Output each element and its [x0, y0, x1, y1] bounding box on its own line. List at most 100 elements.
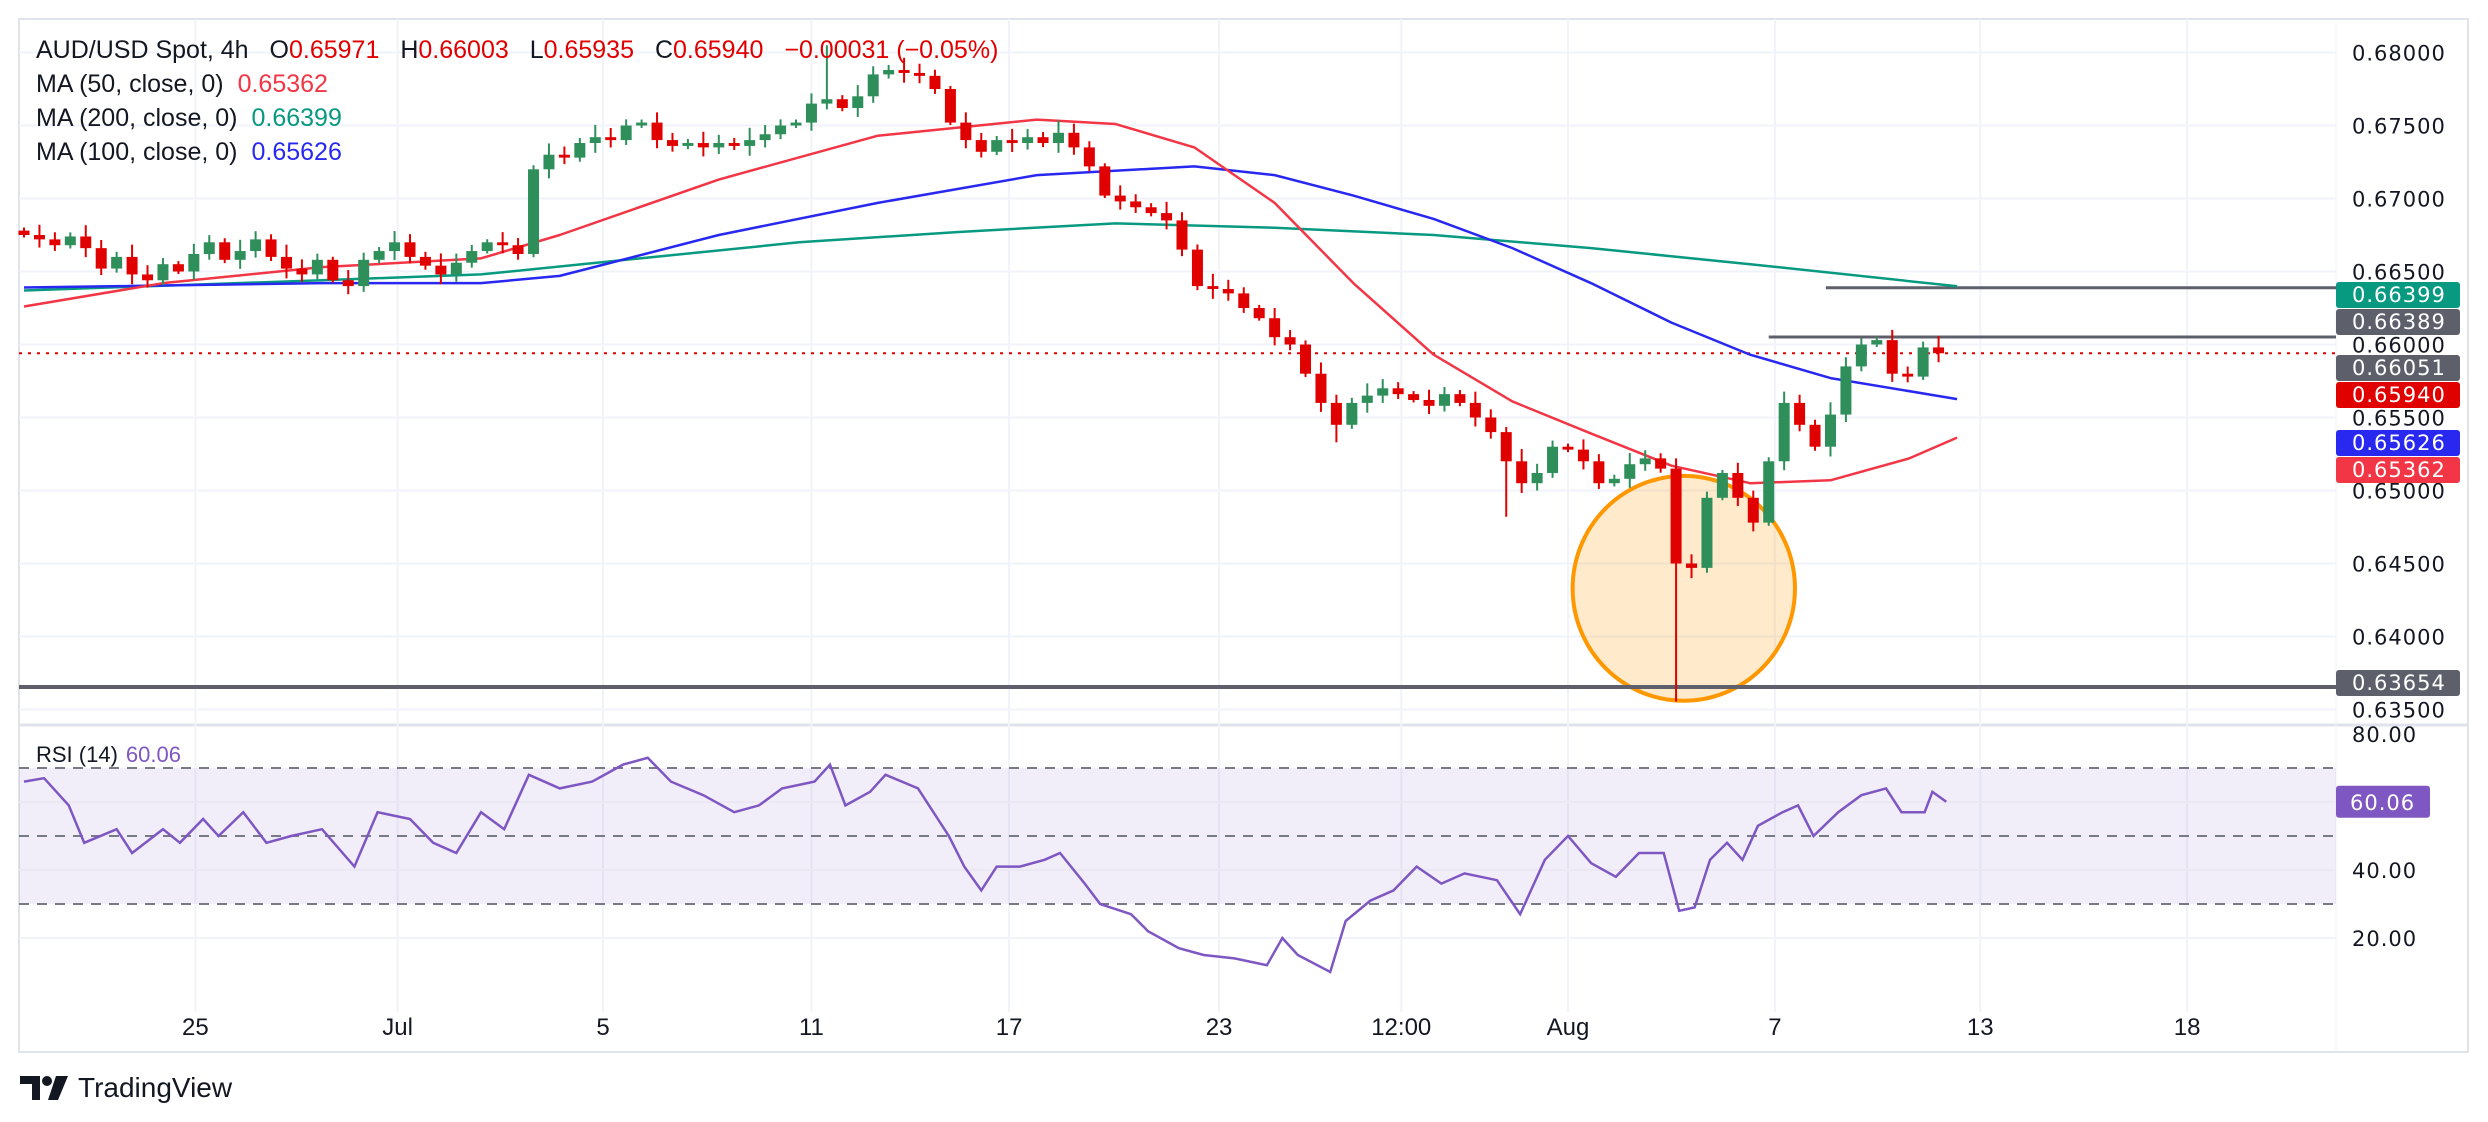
candle-body[interactable]	[1608, 478, 1620, 484]
candle-body[interactable]	[1176, 220, 1188, 250]
candle-body[interactable]	[1701, 497, 1713, 568]
candle-body[interactable]	[389, 242, 401, 252]
candle-body[interactable]	[1871, 340, 1883, 345]
candle-body[interactable]	[435, 265, 447, 275]
candle-body[interactable]	[898, 70, 910, 73]
candle-body[interactable]	[1130, 201, 1142, 208]
candle-body[interactable]	[975, 140, 987, 152]
candle-body[interactable]	[1469, 402, 1481, 418]
candle-body[interactable]	[234, 251, 246, 260]
candle-body[interactable]	[1392, 388, 1404, 395]
candle-body[interactable]	[1408, 394, 1420, 400]
candle-body[interactable]	[1716, 472, 1728, 498]
candle-body[interactable]	[1794, 402, 1806, 425]
candle-body[interactable]	[558, 154, 570, 158]
candle-body[interactable]	[1377, 388, 1389, 396]
candle-body[interactable]	[188, 253, 200, 272]
candle-body[interactable]	[867, 74, 879, 97]
candle-body[interactable]	[775, 125, 787, 135]
candle-body[interactable]	[1639, 458, 1651, 465]
candle-body[interactable]	[1269, 318, 1281, 338]
candle-body[interactable]	[373, 251, 385, 260]
candle-body[interactable]	[1114, 195, 1126, 202]
candle-body[interactable]	[1547, 446, 1559, 473]
candle-body[interactable]	[991, 140, 1003, 152]
candle-body[interactable]	[1500, 432, 1512, 462]
candle-body[interactable]	[1516, 461, 1528, 484]
candle-body[interactable]	[126, 256, 138, 275]
candle-body[interactable]	[1037, 137, 1049, 144]
candle-body[interactable]	[1207, 286, 1219, 290]
candle-body[interactable]	[1531, 472, 1543, 484]
candle-body[interactable]	[1346, 402, 1358, 425]
candle-body[interactable]	[1562, 446, 1574, 450]
ma200-legend[interactable]: MA (200, close, 0) 0.66399	[36, 104, 342, 133]
candle-body[interactable]	[651, 122, 663, 141]
candle-body[interactable]	[1222, 289, 1234, 294]
candle-body[interactable]	[1933, 347, 1945, 354]
candle-body[interactable]	[49, 239, 61, 246]
candle-body[interactable]	[1238, 293, 1250, 308]
candle-body[interactable]	[358, 259, 370, 287]
candle-body[interactable]	[1253, 308, 1265, 319]
candle-body[interactable]	[1300, 344, 1312, 374]
candle-body[interactable]	[1763, 461, 1775, 523]
candle-body[interactable]	[450, 262, 462, 275]
candle-body[interactable]	[250, 239, 262, 252]
candle-body[interactable]	[1886, 340, 1898, 374]
candle-body[interactable]	[311, 259, 323, 275]
candle-body[interactable]	[280, 256, 292, 269]
annotation-circle[interactable]	[1570, 473, 1797, 703]
tradingview-logo[interactable]: TradingView	[20, 1072, 232, 1104]
candle-body[interactable]	[1732, 472, 1744, 498]
candle-body[interactable]	[296, 268, 308, 275]
candle-body[interactable]	[111, 256, 123, 269]
candle-body[interactable]	[883, 70, 895, 75]
candle-body[interactable]	[682, 143, 694, 146]
candle-body[interactable]	[1423, 399, 1435, 406]
ma50-line[interactable]	[23, 118, 1958, 485]
candle-body[interactable]	[1099, 166, 1111, 196]
candle-body[interactable]	[1840, 366, 1852, 415]
candle-body[interactable]	[157, 264, 169, 281]
candle-body[interactable]	[95, 248, 107, 269]
candle-body[interactable]	[481, 242, 493, 252]
candle-body[interactable]	[1068, 132, 1080, 148]
candle-body[interactable]	[1655, 458, 1667, 469]
candle-body[interactable]	[512, 245, 524, 254]
ma100-line[interactable]	[23, 165, 1958, 401]
candle-body[interactable]	[759, 134, 771, 141]
candle-body[interactable]	[620, 125, 632, 141]
candle-body[interactable]	[836, 99, 848, 108]
candle-body[interactable]	[1191, 249, 1203, 287]
candle-body[interactable]	[1855, 344, 1867, 367]
candle-body[interactable]	[1485, 417, 1497, 433]
candle-body[interactable]	[327, 259, 339, 281]
candle-body[interactable]	[960, 122, 972, 141]
candle-body[interactable]	[18, 230, 30, 235]
candle-body[interactable]	[1824, 414, 1836, 447]
candle-body[interactable]	[929, 75, 941, 89]
candle-body[interactable]	[728, 143, 740, 146]
candle-body[interactable]	[697, 143, 709, 148]
candle-body[interactable]	[713, 143, 725, 148]
candle-body[interactable]	[805, 103, 817, 123]
candle-body[interactable]	[744, 140, 756, 146]
candle-body[interactable]	[203, 242, 215, 254]
candle-body[interactable]	[419, 256, 431, 266]
candle-body[interactable]	[589, 137, 601, 144]
candle-body[interactable]	[1454, 394, 1466, 403]
candle-body[interactable]	[1593, 461, 1605, 484]
candle-body[interactable]	[821, 99, 833, 104]
candle-body[interactable]	[404, 242, 416, 257]
symbol-title[interactable]: AUD/USD Spot, 4h	[36, 36, 249, 64]
ma200-line[interactable]	[23, 222, 1958, 292]
candle-body[interactable]	[342, 280, 354, 287]
candle-body[interactable]	[219, 242, 231, 260]
candle-body[interactable]	[1052, 132, 1064, 144]
candle-body[interactable]	[80, 236, 92, 249]
candle-body[interactable]	[1917, 347, 1929, 377]
candle-body[interactable]	[790, 122, 802, 126]
candle-body[interactable]	[1361, 395, 1373, 403]
candle-body[interactable]	[605, 137, 617, 141]
